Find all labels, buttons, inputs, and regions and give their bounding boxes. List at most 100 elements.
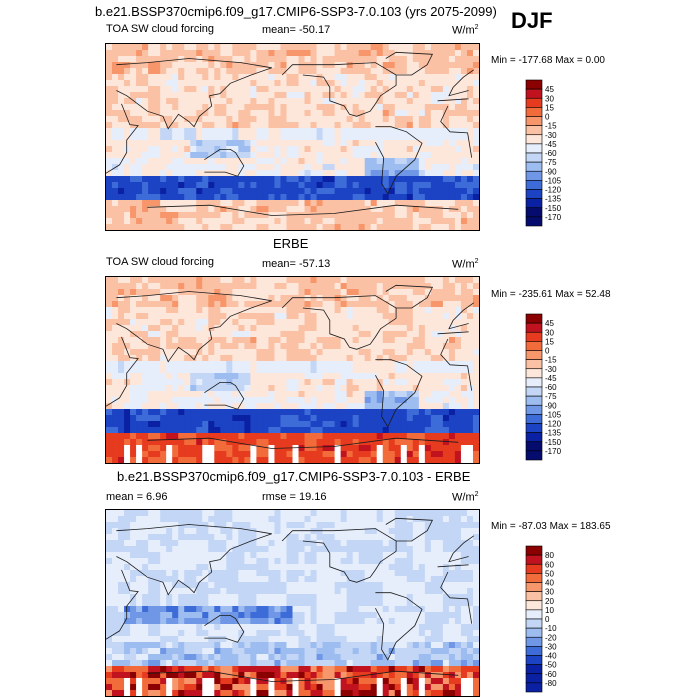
heatmap-cell [256,140,264,147]
heatmap-cell [292,457,300,463]
heatmap-cell [298,606,306,613]
heatmap-cell [352,373,360,380]
heatmap-cell [178,391,185,398]
heatmap-cell [442,44,450,51]
heatmap-cell [304,134,312,141]
heatmap-cell [370,552,378,559]
heatmap-cell [262,98,270,105]
heatmap-cell [142,158,149,165]
heatmap-cell [148,606,155,613]
heatmap-cell [274,564,282,571]
heatmap-cell [190,152,197,159]
heatmap-cell [106,194,113,201]
heatmap-cell [436,146,444,153]
panel1-variable-label: TOA SW cloud forcing [106,23,215,35]
heatmap-cell [172,516,179,523]
heatmap-cell [226,570,233,577]
heatmap-cell [388,445,396,452]
heatmap-cell [190,379,197,386]
heatmap-cell [190,188,197,195]
heatmap-cell [280,331,288,338]
heatmap-cell [202,62,209,69]
heatmap-cell [226,349,233,356]
heatmap-cell [322,176,330,183]
heatmap-cell [364,379,372,386]
heatmap-cell [376,343,384,350]
heatmap-cell [466,570,474,577]
heatmap-cell [358,349,366,356]
heatmap-cell [382,283,390,290]
heatmap-cell [286,128,294,135]
heatmap-cell [130,439,137,446]
heatmap-cell [154,445,161,452]
heatmap-cell [334,451,342,458]
heatmap-cell [238,307,245,314]
heatmap-cell [274,164,282,171]
heatmap-cell [262,600,270,607]
heatmap-cell [394,349,402,356]
heatmap-cell [148,206,155,213]
heatmap-cell [364,152,372,159]
heatmap-cell [370,104,378,111]
heatmap-cell [364,373,372,380]
heatmap-cell [328,283,336,290]
heatmap-cell [106,164,113,171]
heatmap-cell [274,104,282,111]
heatmap-cell [430,56,438,63]
heatmap-cell [316,80,324,87]
heatmap-cell [286,164,294,171]
heatmap-cell [292,200,300,207]
heatmap-cell [424,62,432,69]
heatmap-cell [244,355,251,362]
heatmap-cell [418,337,426,344]
heatmap-cell [154,510,161,517]
heatmap-cell [376,110,384,117]
heatmap-cell [364,319,372,326]
heatmap-cell [310,164,318,171]
heatmap-cell [334,134,342,141]
heatmap-cell [232,319,239,326]
heatmap-cell [466,86,474,93]
heatmap-cell [184,606,191,613]
heatmap-cell [220,152,227,159]
heatmap-cell [118,44,125,51]
heatmap-cell [382,594,390,601]
heatmap-cell [430,331,438,338]
heatmap-cell [208,283,215,290]
heatmap-cell [124,606,131,613]
heatmap-cell [148,343,155,350]
heatmap-cell [238,277,245,284]
heatmap-cell [244,600,251,607]
heatmap-cell [226,56,233,63]
heatmap-cell [178,50,185,57]
heatmap-cell [364,331,372,338]
heatmap-cell [382,582,390,589]
heatmap-cell [244,188,251,195]
heatmap-cell [154,158,161,165]
heatmap-cell [430,86,438,93]
heatmap-cell [142,594,149,601]
heatmap-cell [316,218,324,225]
heatmap-cell [460,582,468,589]
heatmap-cell [244,552,251,559]
heatmap-cell [214,104,221,111]
heatmap-cell [412,152,420,159]
heatmap-cell [160,140,167,147]
heatmap-cell [460,86,468,93]
heatmap-cell [220,122,227,129]
heatmap-cell [466,50,474,57]
colorbar-box [525,441,543,452]
heatmap-cell [454,50,462,57]
heatmap-cell [454,558,462,565]
heatmap-cell [292,367,300,374]
heatmap-cell [280,546,288,553]
heatmap-cell [334,540,342,547]
heatmap-cell [460,188,468,195]
heatmap-cell [238,558,245,565]
heatmap-cell [442,343,450,350]
heatmap-cell [244,558,251,565]
heatmap-cell [244,570,251,577]
heatmap-cell [394,397,402,404]
heatmap-cell [148,152,155,159]
heatmap-cell [412,194,420,201]
